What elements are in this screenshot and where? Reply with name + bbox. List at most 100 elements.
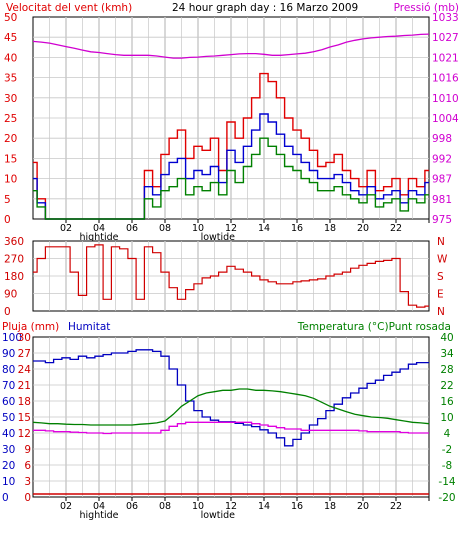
x-tick-label: 10 <box>192 223 204 234</box>
x-tick-label: 02 <box>60 223 72 234</box>
rain-y-tick-label: 18 <box>18 396 31 408</box>
rain-y-tick-label: 15 <box>18 412 31 424</box>
x-tick-label: 08 <box>159 223 171 234</box>
x-tick-label: 14 <box>258 501 270 512</box>
temperature-y-tick-label: -14 <box>438 476 455 488</box>
x-tick-label: 20 <box>357 223 369 234</box>
pressure-y-tick-label: 998 <box>432 133 452 145</box>
x-tick-label: 12 <box>225 223 237 234</box>
tide-marker-label: lowtide <box>201 510 236 521</box>
temperature-y-tick-label: 34 <box>440 348 454 360</box>
series-dewpoint-line <box>33 421 429 435</box>
x-tick-label: 08 <box>159 501 171 512</box>
series-temperature-line <box>32 388 430 426</box>
humidity-panel-ticks: 1009080706050403020100302724211815129630… <box>2 332 456 521</box>
rain-y-tick-label: 24 <box>18 364 32 376</box>
pressure-y-tick-label: 975 <box>432 214 452 226</box>
wind-y-tick-label: 30 <box>4 93 17 105</box>
wind-y-tick-label: 35 <box>4 73 17 85</box>
x-tick-label: 18 <box>324 223 336 234</box>
temperature-y-tick-label: 28 <box>440 364 453 376</box>
humidity-axis-title: Humitat <box>68 321 110 333</box>
wind-panel-ticks: 5045403530252015105010331027102110161010… <box>4 12 459 243</box>
tide-marker-label: lowtide <box>201 232 236 243</box>
wind-y-tick-label: 40 <box>4 52 17 64</box>
x-tick-label: 22 <box>390 501 402 512</box>
pressure-y-tick-label: 992 <box>432 153 452 165</box>
temperature-y-tick-label: 16 <box>440 396 454 408</box>
humidity-y-tick-label: 70 <box>2 380 15 392</box>
direction-y-tick-label: 90 <box>4 289 17 301</box>
rain-y-tick-label: 6 <box>24 460 31 472</box>
x-tick-label: 20 <box>357 501 369 512</box>
compass-y-tick-label: W <box>437 254 448 266</box>
x-tick-label: 02 <box>60 501 72 512</box>
wind-axis-title: Velocitat del vent (kmh) <box>6 2 132 14</box>
series-low-line <box>33 137 429 220</box>
rain-y-tick-label: 3 <box>24 476 31 488</box>
temperature-y-tick-label: -20 <box>438 492 455 504</box>
series-direction-line <box>33 244 429 308</box>
x-tick-label: 12 <box>225 501 237 512</box>
wind-y-tick-label: 15 <box>4 153 17 165</box>
temperature-y-tick-label: 22 <box>440 380 453 392</box>
direction-panel-grid <box>33 241 429 311</box>
rain-y-tick-label: 21 <box>18 380 31 392</box>
wind-y-tick-label: 50 <box>4 12 17 24</box>
series-pressure-line <box>32 33 430 59</box>
rain-y-tick-label: 0 <box>24 492 31 504</box>
rain-y-tick-label: 9 <box>24 444 31 456</box>
x-tick-label: 16 <box>291 223 303 234</box>
pressure-y-tick-label: 1010 <box>432 93 459 105</box>
humidity-y-tick-label: 20 <box>2 460 15 472</box>
humidity-panel-grid <box>33 337 429 497</box>
x-tick-label: 14 <box>258 223 270 234</box>
wind-y-tick-label: 25 <box>4 113 17 125</box>
wind-y-tick-label: 0 <box>4 214 11 226</box>
temperature-y-tick-label: -2 <box>442 444 452 456</box>
x-tick-label: 22 <box>390 223 402 234</box>
pressure-y-tick-label: 1021 <box>432 52 459 64</box>
direction-panel-series <box>33 244 429 308</box>
humidity-y-tick-label: 10 <box>2 476 15 488</box>
pressure-y-tick-label: 987 <box>432 174 452 186</box>
humidity-y-tick-label: 80 <box>2 364 15 376</box>
pressure-y-tick-label: 1016 <box>432 73 459 85</box>
temperature-y-tick-label: 10 <box>440 412 453 424</box>
x-tick-label: 04 <box>93 223 105 234</box>
direction-y-tick-label: 0 <box>4 306 11 318</box>
tide-marker-label: hightide <box>80 510 119 521</box>
x-tick-label: 18 <box>324 501 336 512</box>
rain-y-tick-label: 27 <box>18 348 31 360</box>
temperature-y-tick-label: 4 <box>444 428 451 440</box>
rain-axis-title: Pluja (mm) <box>2 321 59 333</box>
temperature-axis-title: Temperatura (°C)Punt rosada <box>297 321 451 333</box>
x-tick-label: 10 <box>192 501 204 512</box>
humidity-y-tick-label: 60 <box>2 396 15 408</box>
humidity-y-tick-label: 40 <box>2 428 15 440</box>
compass-y-tick-label: N <box>437 306 445 318</box>
x-tick-label: 04 <box>93 501 105 512</box>
pressure-y-tick-label: 1004 <box>432 113 459 125</box>
chart-title: 24 hour graph day : 16 Marzo 2009 <box>172 2 358 14</box>
pressure-y-tick-label: 981 <box>432 194 452 206</box>
pressure-axis-title: Pressió (mb) <box>394 2 459 14</box>
humidity-y-tick-label: 0 <box>2 492 9 504</box>
temperature-y-tick-label: 40 <box>440 332 453 344</box>
direction-y-tick-label: 360 <box>4 236 24 248</box>
x-tick-label: 06 <box>126 501 138 512</box>
x-tick-label: 16 <box>291 501 303 512</box>
wind-y-tick-label: 10 <box>4 174 17 186</box>
humidity-panel-series <box>32 349 430 495</box>
tide-marker-label: hightide <box>80 232 119 243</box>
compass-y-tick-label: N <box>437 236 445 248</box>
pressure-y-tick-label: 1033 <box>432 12 459 24</box>
rain-y-tick-label: 12 <box>18 428 31 440</box>
direction-y-tick-label: 180 <box>4 271 24 283</box>
compass-y-tick-label: E <box>437 289 444 301</box>
temperature-y-tick-label: -8 <box>442 460 452 472</box>
pressure-y-tick-label: 1027 <box>432 32 459 44</box>
humidity-y-tick-label: 30 <box>2 444 15 456</box>
